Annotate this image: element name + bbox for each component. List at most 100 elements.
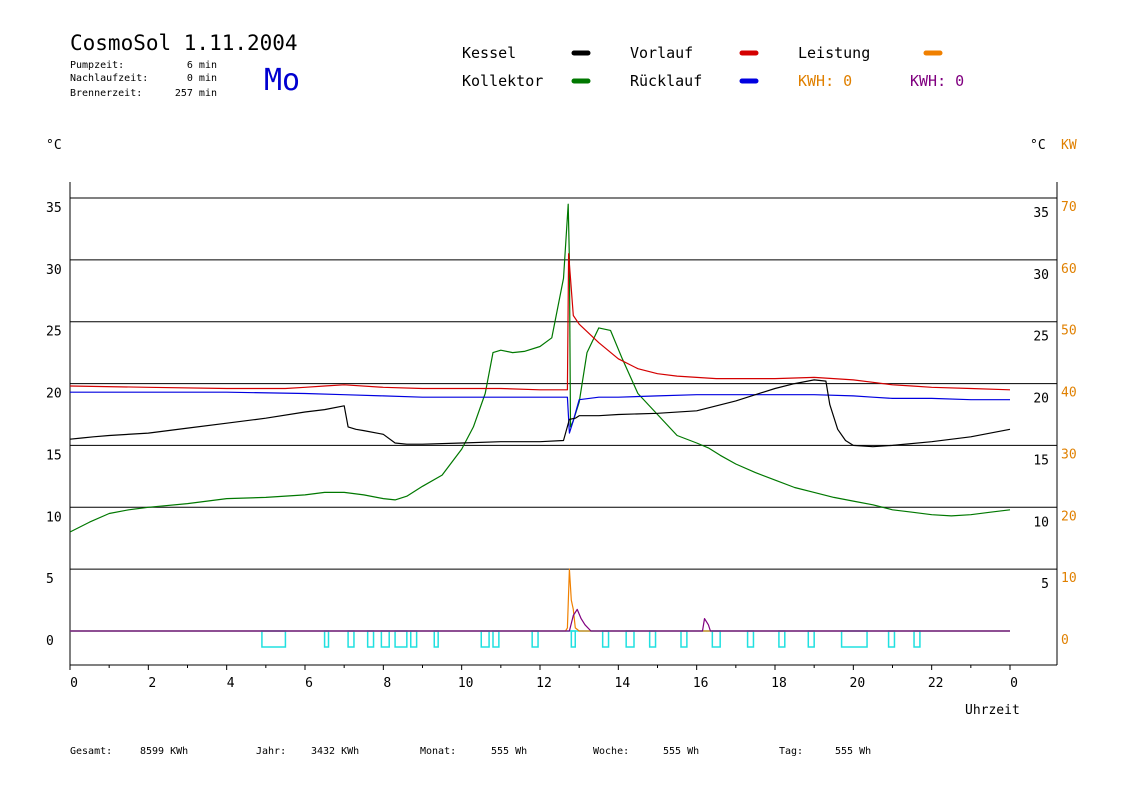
- y-tick-label-kw: 10: [1061, 571, 1077, 586]
- x-tick-label: 4: [227, 676, 235, 691]
- stat-value: 6 min: [187, 60, 217, 71]
- burner-pulse: [746, 630, 755, 648]
- y-tick-label-left: 10: [46, 510, 62, 525]
- y-tick-label-right: 35: [1033, 206, 1049, 221]
- x-tick-label: 0: [70, 676, 78, 691]
- stat-label: Nachlaufzeit:: [70, 73, 148, 84]
- y-tick-label-right: 30: [1033, 268, 1049, 283]
- burner-pulse: [480, 630, 490, 648]
- burner-pulse: [347, 630, 355, 648]
- chart-title: CosmoSol 1.11.2004: [70, 31, 298, 55]
- stat-value: 0 min: [187, 73, 217, 84]
- y-tick-label-kw: 30: [1061, 447, 1077, 462]
- tick-labels: 0 2 4 6 8 10 12 14 16 18 20 22 0 0 5 10 15 20 25 30 35 5 10 15 2…: [46, 200, 1077, 691]
- series-line-leistung: [70, 568, 1010, 632]
- series-line-kessel: [69, 379, 1011, 448]
- burner-pulse: [492, 630, 500, 648]
- footer-value: 555 Wh: [491, 746, 527, 757]
- footer-value: 8599 KWh: [140, 746, 188, 757]
- x-tick-label: 2: [148, 676, 156, 691]
- burner-pulse: [366, 630, 375, 648]
- x-tick-label: 0: [1010, 676, 1018, 691]
- burner-pulses: [70, 630, 1010, 648]
- x-tick-label: 12: [536, 676, 552, 691]
- x-tick-label: 14: [615, 676, 631, 691]
- burner-pulse: [601, 630, 610, 648]
- x-tick-label: 6: [305, 676, 313, 691]
- legend-kollektor-label: Kollektor: [462, 72, 543, 90]
- y-tick-label-right: 15: [1033, 453, 1049, 468]
- series-line-kwh-5: [70, 608, 1010, 632]
- y-tick-label-kw: 0: [1061, 633, 1069, 648]
- x-axis-label: Uhrzeit: [965, 703, 1020, 718]
- x-tick-label: 8: [383, 676, 391, 691]
- burner-pulse: [531, 630, 539, 648]
- burner-pulse: [913, 630, 921, 648]
- burner-pulse: [625, 630, 635, 648]
- burner-pulse: [840, 630, 868, 648]
- y-tick-label-left: 15: [46, 448, 62, 463]
- footer-label: Monat:: [420, 746, 456, 757]
- y-tick-label-left: 20: [46, 387, 62, 402]
- y-tick-label-kw: 20: [1061, 509, 1077, 524]
- y-tick-label-kw: 50: [1061, 324, 1077, 339]
- y-tick-label-right: 20: [1033, 392, 1049, 407]
- y-tick-label-left: 25: [46, 325, 62, 340]
- legend: Kessel Vorlauf Leistung Kollektor Rückla…: [462, 44, 964, 90]
- series-line-r-cklauf: [70, 391, 1010, 434]
- burner-pulse: [778, 630, 786, 648]
- burner-pulse: [433, 630, 439, 648]
- footer-label: Jahr:: [256, 746, 286, 757]
- legend-ruecklauf-label: Rücklauf: [630, 72, 702, 90]
- stat-value: 257 min: [175, 88, 217, 99]
- header-stats: Pumpzeit: 6 min Nachlaufzeit: 0 min Bren…: [70, 60, 217, 99]
- x-tick-label: 10: [458, 676, 474, 691]
- legend-kessel-label: Kessel: [462, 44, 516, 62]
- x-tick-label: 16: [693, 676, 709, 691]
- burner-pulse: [394, 630, 408, 648]
- burner-pulse: [570, 630, 576, 648]
- legend-leistung-label: Leistung: [798, 44, 870, 62]
- stat-label: Brennerzeit:: [70, 88, 142, 99]
- kwh-label-purple: KWH: 0: [910, 72, 964, 90]
- y-tick-label-left: 30: [46, 263, 62, 278]
- axes: [69, 182, 1058, 670]
- y-tick-label-left: 5: [46, 572, 54, 587]
- footer-label: Tag:: [779, 746, 803, 757]
- kwh-label-orange: KWH: 0: [798, 72, 852, 90]
- y-tick-label-kw: 70: [1061, 200, 1077, 215]
- y-tick-label-left: 35: [46, 201, 62, 216]
- y-tick-label-kw: 60: [1061, 262, 1077, 277]
- footer-value: 3432 KWh: [311, 746, 359, 757]
- x-tick-label: 22: [928, 676, 944, 691]
- footer-value: 555 Wh: [663, 746, 699, 757]
- burner-pulse: [648, 630, 657, 648]
- y-tick-label-left: 0: [46, 634, 54, 649]
- burner-pulse: [711, 630, 721, 648]
- legend-vorlauf-label: Vorlauf: [630, 44, 693, 62]
- series-lines: [69, 203, 1011, 632]
- series-line-vorlauf: [69, 253, 1011, 391]
- y-tick-label-kw: 40: [1061, 386, 1077, 401]
- burner-pulse: [380, 630, 390, 648]
- footer-totals: Gesamt: 8599 KWh Jahr: 3432 KWh Monat: 5…: [70, 746, 871, 757]
- x-tick-label: 18: [771, 676, 787, 691]
- grid: [70, 197, 1057, 570]
- left-axis-unit: °C: [46, 138, 62, 153]
- y-tick-label-right: 25: [1033, 330, 1049, 345]
- series-line-kollektor: [69, 203, 1011, 533]
- footer-value: 555 Wh: [835, 746, 871, 757]
- x-tick-label: 20: [850, 676, 866, 691]
- y-tick-label-right: 5: [1041, 577, 1049, 592]
- burner-pulse: [261, 630, 287, 648]
- kw-axis-unit: KW: [1061, 138, 1077, 153]
- burner-pulse: [887, 630, 896, 648]
- footer-label: Gesamt:: [70, 746, 112, 757]
- burner-pulse: [807, 630, 815, 648]
- stat-label: Pumpzeit:: [70, 60, 124, 71]
- y-tick-label-right: 10: [1033, 515, 1049, 530]
- right-axis-unit: °C: [1030, 138, 1046, 153]
- burner-pulse: [410, 630, 418, 648]
- burner-pulse: [680, 630, 688, 648]
